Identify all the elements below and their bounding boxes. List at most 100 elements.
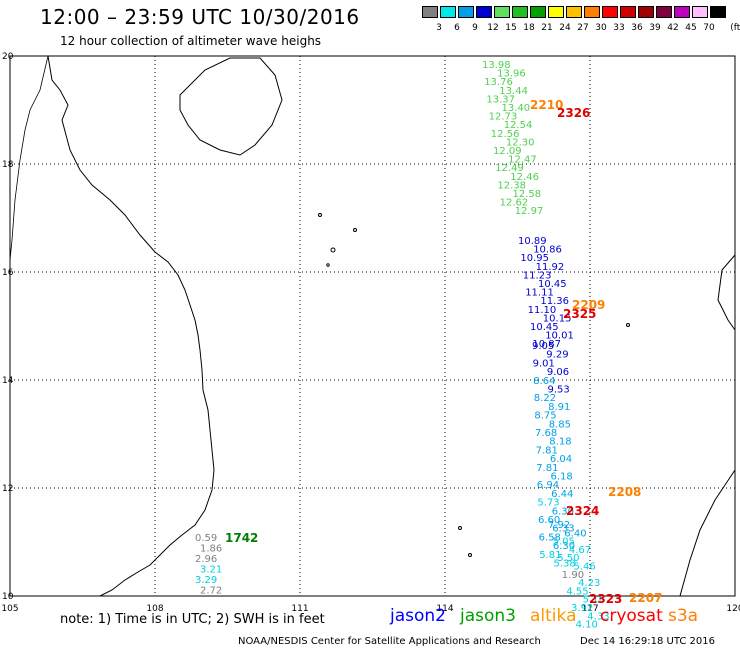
jason2-swh-value: 8.91 [548, 402, 570, 413]
footer-credit: NOAA/NESDIS Center for Satellite Applica… [238, 636, 541, 647]
s3a-swh-value: 4.67 [569, 545, 591, 556]
latitude-tick-label: 18 [2, 160, 14, 170]
color-scale-label: 42 [667, 23, 679, 33]
jason3-swh-value: 13.96 [497, 69, 526, 80]
jason2-swh-value: 6.30 [552, 506, 574, 517]
color-scale-swatch [566, 6, 582, 18]
color-scale-label: 15 [505, 23, 517, 33]
jason2-swh-value: 6.94 [537, 480, 559, 491]
legend-cryosat: cryosat [600, 606, 663, 626]
color-scale-label: 6 [454, 23, 460, 33]
color-scale-label: 3 [436, 23, 442, 33]
color-scale-swatch [674, 6, 690, 18]
coastal-swh-value: 2.72 [200, 586, 222, 597]
latitude-tick-label: 14 [2, 376, 14, 386]
pass-time-label: 2207 [629, 591, 662, 605]
latitude-tick-label: 16 [2, 268, 14, 278]
jason2-swh-value: 10.45 [538, 279, 567, 290]
color-scale-label: 12 [487, 23, 499, 33]
legend-jason2: jason2 [390, 606, 446, 626]
coastal-swh-value: 2.96 [195, 554, 217, 565]
color-scale-swatch [476, 6, 492, 18]
s3a-swh-value: 3.92 [571, 603, 593, 614]
longitude-tick-label: 108 [146, 604, 163, 614]
pass-time-label: 2210 [530, 98, 563, 112]
legend-s3a: s3a [668, 606, 699, 626]
jason2-swh-value: 7.81 [536, 463, 558, 474]
jason2-swh-value: 5.73 [537, 498, 559, 509]
color-scale-label: 27 [577, 23, 589, 33]
s3a-swh-value: 5.46 [574, 562, 596, 573]
color-scale-swatch [710, 6, 726, 18]
small-islands [318, 213, 630, 557]
s3a-swh-value: 4.55 [566, 586, 588, 597]
longitude-tick-label: 120 [726, 604, 740, 614]
jason2-swh-value: 8.85 [549, 419, 571, 430]
pass-time-label: 2208 [608, 485, 641, 499]
color-scale-label: 45 [685, 23, 697, 33]
jason2-swh-value: 11.11 [525, 288, 554, 299]
pass-time-label: 2323 [589, 592, 622, 606]
color-scale-label: 18 [523, 23, 535, 33]
latitude-tick-label: 12 [2, 484, 13, 494]
laos-border [9, 55, 49, 261]
hainan-island [179, 57, 283, 156]
color-scale-label: 36 [631, 23, 643, 33]
jason2-swh-value: 10.87 [532, 339, 561, 350]
jason2-swh-value: 6.18 [551, 472, 573, 483]
jason2-swh-value: 11.92 [536, 262, 565, 273]
jason2-swh-value: 9.01 [533, 358, 555, 369]
jason2-swh-value: 8.64 [533, 376, 555, 387]
jason2-swh-value: 11.36 [540, 296, 569, 307]
footer-timestamp: Dec 14 16:29:18 UTC 2016 [580, 636, 715, 647]
s3a-swh-value: 5.16 [583, 595, 605, 606]
color-scale-label: 33 [613, 23, 625, 33]
jason2-swh-value: 10.95 [520, 253, 549, 264]
latitude-tick-label: 10 [2, 592, 14, 602]
jason2-swh-value: 11.10 [528, 305, 557, 316]
jason3-swh-value: 12.09 [493, 146, 522, 157]
jason2-swh-value: 7.68 [535, 428, 557, 439]
color-scale-swatch [548, 6, 564, 18]
jason2-swh-value: 6.04 [550, 454, 572, 465]
jason2-swh-value: 5.81 [539, 550, 561, 561]
coastal-swh-value: 3.29 [195, 575, 217, 586]
s3a-swh-value: 5.50 [557, 553, 579, 564]
s3a-swh-value: 4.10 [576, 620, 598, 631]
jason3-swh-value: 13.37 [486, 94, 515, 105]
jason2-swh-value: 9.53 [548, 385, 570, 396]
map-note: note: 1) Time is in UTC; 2) SWH is in fe… [60, 612, 325, 627]
jason3-swh-value: 12.97 [515, 206, 544, 217]
pass-time-label: 2326 [557, 106, 590, 120]
coastal-swh-value: 3.21 [200, 565, 222, 576]
color-scale-label: 70 [703, 23, 715, 33]
pass-time-label: 2324 [566, 504, 599, 518]
map-subtitle: 12 hour collection of altimeter wave hei… [60, 34, 322, 48]
jason2-swh-value: 6.33 [552, 524, 574, 535]
jason2-swh-value: 6.44 [551, 489, 573, 500]
color-scale-swatch [692, 6, 708, 18]
jason2-swh-value: 7.81 [536, 445, 558, 456]
jason2-swh-value: 6.58 [539, 532, 561, 543]
jason3-swh-value: 13.40 [502, 103, 531, 114]
jason2-swh-value: 6.60 [538, 515, 560, 526]
color-scale-swatch [422, 6, 438, 18]
legend-altika: altika [530, 606, 577, 626]
jason3-swh-value: 12.38 [497, 180, 526, 191]
s3a-swh-value: 4.33 [587, 611, 609, 622]
jason2-swh-value: 10.86 [533, 245, 562, 256]
jason2-swh-value: 6.30 [553, 541, 575, 552]
jason2-swh-value: 8.22 [534, 393, 556, 404]
jason2-swh-value: 10.89 [518, 236, 547, 247]
color-scale-unit: (ft) [730, 23, 740, 33]
pass-time-label: 2209 [572, 298, 605, 312]
latitude-tick-label: 20 [2, 52, 14, 62]
map-frame [9, 55, 736, 597]
philippines-coast [679, 254, 736, 597]
coastal-swh-value: 1.86 [200, 544, 222, 555]
jason3-swh-value: 12.73 [489, 112, 518, 123]
jason2-swh-value: 9.06 [547, 367, 569, 378]
color-scale-swatch [656, 6, 672, 18]
jason2-swh-value: 11.23 [523, 270, 552, 281]
